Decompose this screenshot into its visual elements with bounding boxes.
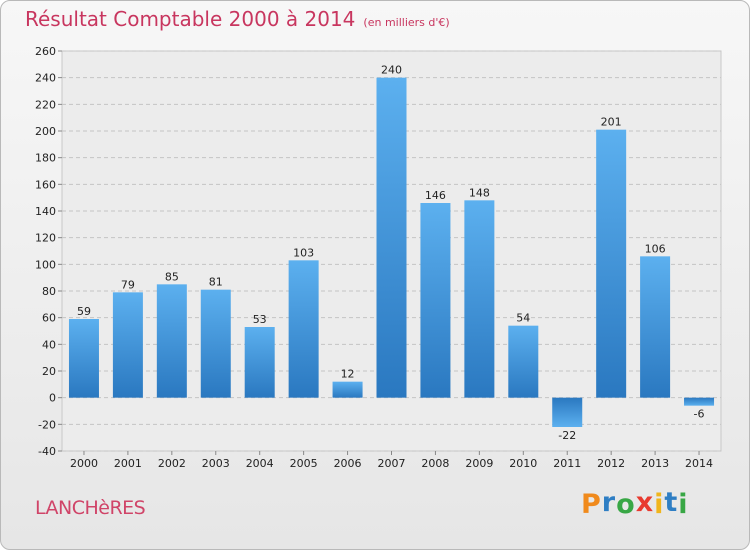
y-tick-label: 260 <box>35 45 56 58</box>
bar-value-label: 240 <box>381 64 402 77</box>
bar-value-label: -22 <box>558 429 576 442</box>
bar-value-label: 59 <box>77 305 91 318</box>
bar <box>684 397 715 406</box>
y-tick-label: 220 <box>35 98 56 111</box>
y-tick-label: -40 <box>38 445 56 458</box>
x-tick-label: 2003 <box>202 457 230 470</box>
y-tick-label: 120 <box>35 232 56 245</box>
bar <box>332 381 363 398</box>
bar-value-label: 103 <box>293 246 314 259</box>
y-tick-label: 40 <box>42 338 56 351</box>
bar <box>376 77 407 398</box>
bar <box>112 292 143 398</box>
y-tick-label: 140 <box>35 205 56 218</box>
bar-value-label: 12 <box>341 368 355 381</box>
bar-value-label: 79 <box>121 278 135 291</box>
bar <box>508 325 539 398</box>
bar-value-label: 85 <box>165 270 179 283</box>
x-tick-label: 2011 <box>553 457 581 470</box>
x-tick-label: 2005 <box>290 457 318 470</box>
bar-value-label: 81 <box>209 276 223 289</box>
bar <box>288 260 319 398</box>
bar-value-label: 54 <box>516 312 530 325</box>
x-tick-label: 2002 <box>158 457 186 470</box>
y-tick-label: 160 <box>35 178 56 191</box>
x-tick-label: 2004 <box>246 457 274 470</box>
y-tick-label: -20 <box>38 418 56 431</box>
proxiti-logo: Proxiti <box>581 487 689 520</box>
logo-letter: i <box>654 489 665 520</box>
x-tick-label: 2001 <box>114 457 142 470</box>
y-tick-label: 100 <box>35 258 56 271</box>
bar-value-label: 146 <box>425 189 446 202</box>
chart-subtitle: (en milliers d'€) <box>363 16 450 29</box>
y-tick-label: 200 <box>35 125 56 138</box>
bar-value-label: 53 <box>253 313 267 326</box>
x-tick-label: 2009 <box>465 457 493 470</box>
logo-letter: r <box>601 487 617 518</box>
x-tick-label: 2012 <box>597 457 625 470</box>
bar <box>200 289 231 398</box>
x-tick-label: 2008 <box>421 457 449 470</box>
labels-layer: -40 -20 0 20 40 60 80 100 120 140 160 180 200 220 240 2… <box>35 45 713 470</box>
x-tick-label: 2007 <box>378 457 406 470</box>
x-tick-label: 2013 <box>641 457 669 470</box>
bar <box>420 203 451 398</box>
bar-value-label: 106 <box>645 242 666 255</box>
x-tick-label: 2010 <box>509 457 537 470</box>
bar-value-label: 148 <box>469 186 490 199</box>
logo-letter: x <box>635 487 655 518</box>
logo-letter: o <box>616 489 636 520</box>
bar <box>244 327 275 398</box>
bars-layer <box>68 77 715 427</box>
bar <box>552 397 583 427</box>
logo-letter: i <box>678 489 689 520</box>
logo-letter: t <box>664 487 679 518</box>
bar <box>68 319 99 398</box>
chart-title-text: Résultat Comptable 2000 à 2014 <box>25 7 356 31</box>
y-tick-label: 60 <box>42 312 56 325</box>
y-tick-label: 20 <box>42 365 56 378</box>
chart-title: Résultat Comptable 2000 à 2014 (en millie… <box>25 7 450 31</box>
x-tick-label: 2014 <box>685 457 713 470</box>
bar <box>464 200 495 398</box>
logo-letter: P <box>581 489 602 520</box>
bar-value-label: -6 <box>694 408 705 421</box>
commune-name: LANCHèRES <box>35 497 146 519</box>
y-tick-label: 240 <box>35 72 56 85</box>
bar <box>156 284 187 398</box>
bar-value-label: 201 <box>601 116 622 129</box>
y-tick-label: 80 <box>42 285 56 298</box>
y-tick-label: 0 <box>49 392 56 405</box>
bar <box>640 256 671 398</box>
y-tick-label: 180 <box>35 152 56 165</box>
x-tick-label: 2000 <box>70 457 98 470</box>
bar <box>596 129 627 398</box>
x-tick-label: 2006 <box>334 457 362 470</box>
